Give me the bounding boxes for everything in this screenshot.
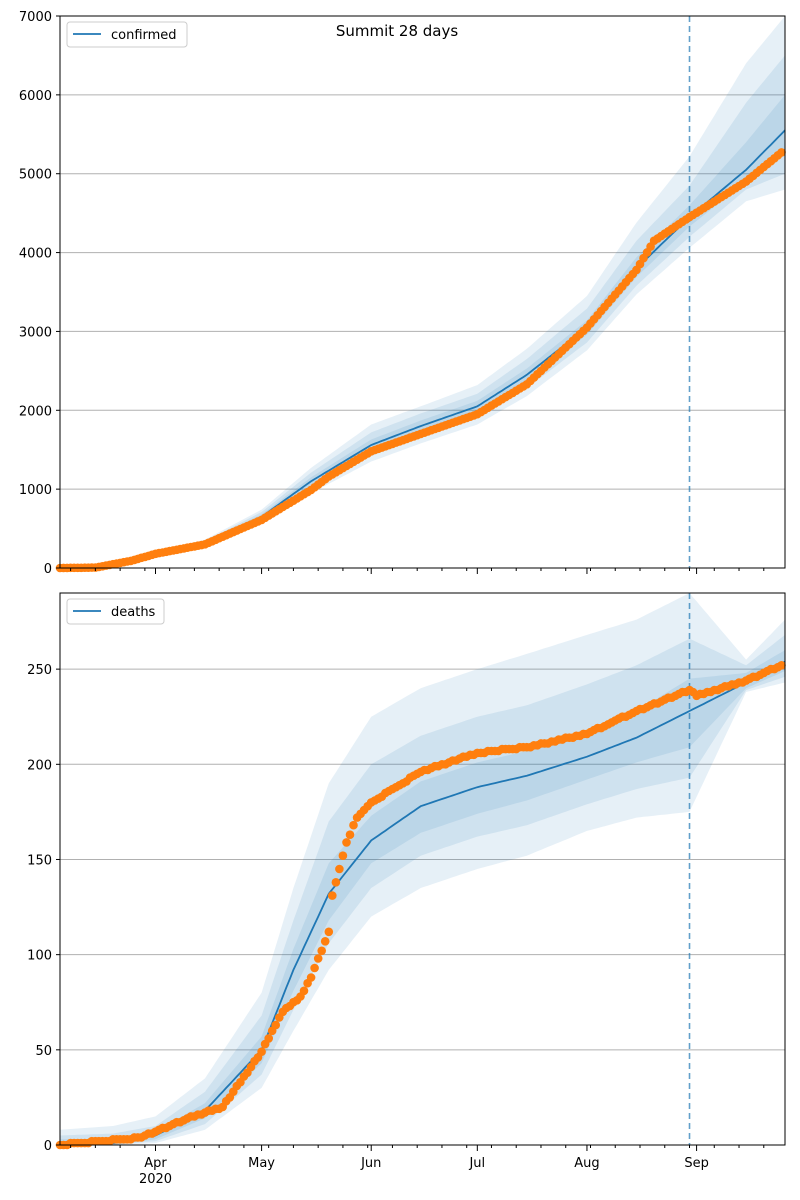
x-tick-sublabel: 2020 xyxy=(139,1172,172,1187)
y-tick-label: 3000 xyxy=(19,325,52,340)
observed-point xyxy=(306,973,316,982)
observed-point xyxy=(331,878,341,887)
confidence-band-1 xyxy=(60,634,785,1145)
observed-point xyxy=(310,963,319,973)
legend-box xyxy=(66,21,188,48)
observed-point xyxy=(299,986,309,996)
y-tick-label: 6000 xyxy=(19,89,52,104)
y-tick-label: 50 xyxy=(35,1044,52,1059)
legend-label: confirmed xyxy=(111,28,177,43)
y-tick-label: 100 xyxy=(27,949,52,964)
confidence-band-1 xyxy=(60,55,785,568)
x-tick-label: May xyxy=(248,1156,275,1171)
confidence-band-0 xyxy=(60,16,785,568)
legend-label: deaths xyxy=(111,605,156,620)
observed-point xyxy=(777,148,786,157)
y-tick-label: 4000 xyxy=(19,247,52,262)
observed-point xyxy=(338,851,348,860)
observed-point xyxy=(345,830,355,839)
axes-frame xyxy=(59,15,786,569)
x-tick-label: Sep xyxy=(684,1156,709,1171)
legend-box xyxy=(66,598,165,625)
observed-point xyxy=(335,864,344,874)
figure-title: Summit 28 days xyxy=(336,22,459,40)
x-tick-label: Jun xyxy=(360,1156,381,1171)
y-tick-label: 1000 xyxy=(19,483,52,498)
y-tick-label: 150 xyxy=(27,853,52,868)
x-tick-label: Apr xyxy=(144,1156,167,1171)
legend: deaths xyxy=(66,598,165,625)
observed-point xyxy=(271,1020,281,1030)
axes-frame xyxy=(59,592,786,1146)
y-tick-label: 5000 xyxy=(19,168,52,183)
observed-point xyxy=(342,838,351,847)
y-tick-label: 200 xyxy=(27,758,52,773)
x-tick-label: Jul xyxy=(468,1156,485,1171)
y-tick-label: 2000 xyxy=(19,404,52,419)
y-tick-label: 0 xyxy=(44,562,52,577)
x-tick-label: Aug xyxy=(574,1156,599,1171)
legend: confirmed xyxy=(66,21,188,48)
observed-point xyxy=(349,820,358,830)
confirmed-panel: 0 1000 2000 3000 4000 5000 6000 7000 confirmed xyxy=(19,10,786,577)
y-tick-label: 0 xyxy=(44,1139,52,1154)
observed-point xyxy=(328,891,337,900)
observed-point xyxy=(264,1034,274,1043)
observed-point xyxy=(777,661,786,670)
observed-point xyxy=(320,937,330,946)
observed-point xyxy=(313,954,323,963)
observed-point xyxy=(324,927,334,937)
observed-point xyxy=(317,946,327,956)
observed-point xyxy=(257,1047,266,1056)
y-tick-label: 250 xyxy=(27,663,52,678)
y-tick-label: 7000 xyxy=(19,10,52,25)
